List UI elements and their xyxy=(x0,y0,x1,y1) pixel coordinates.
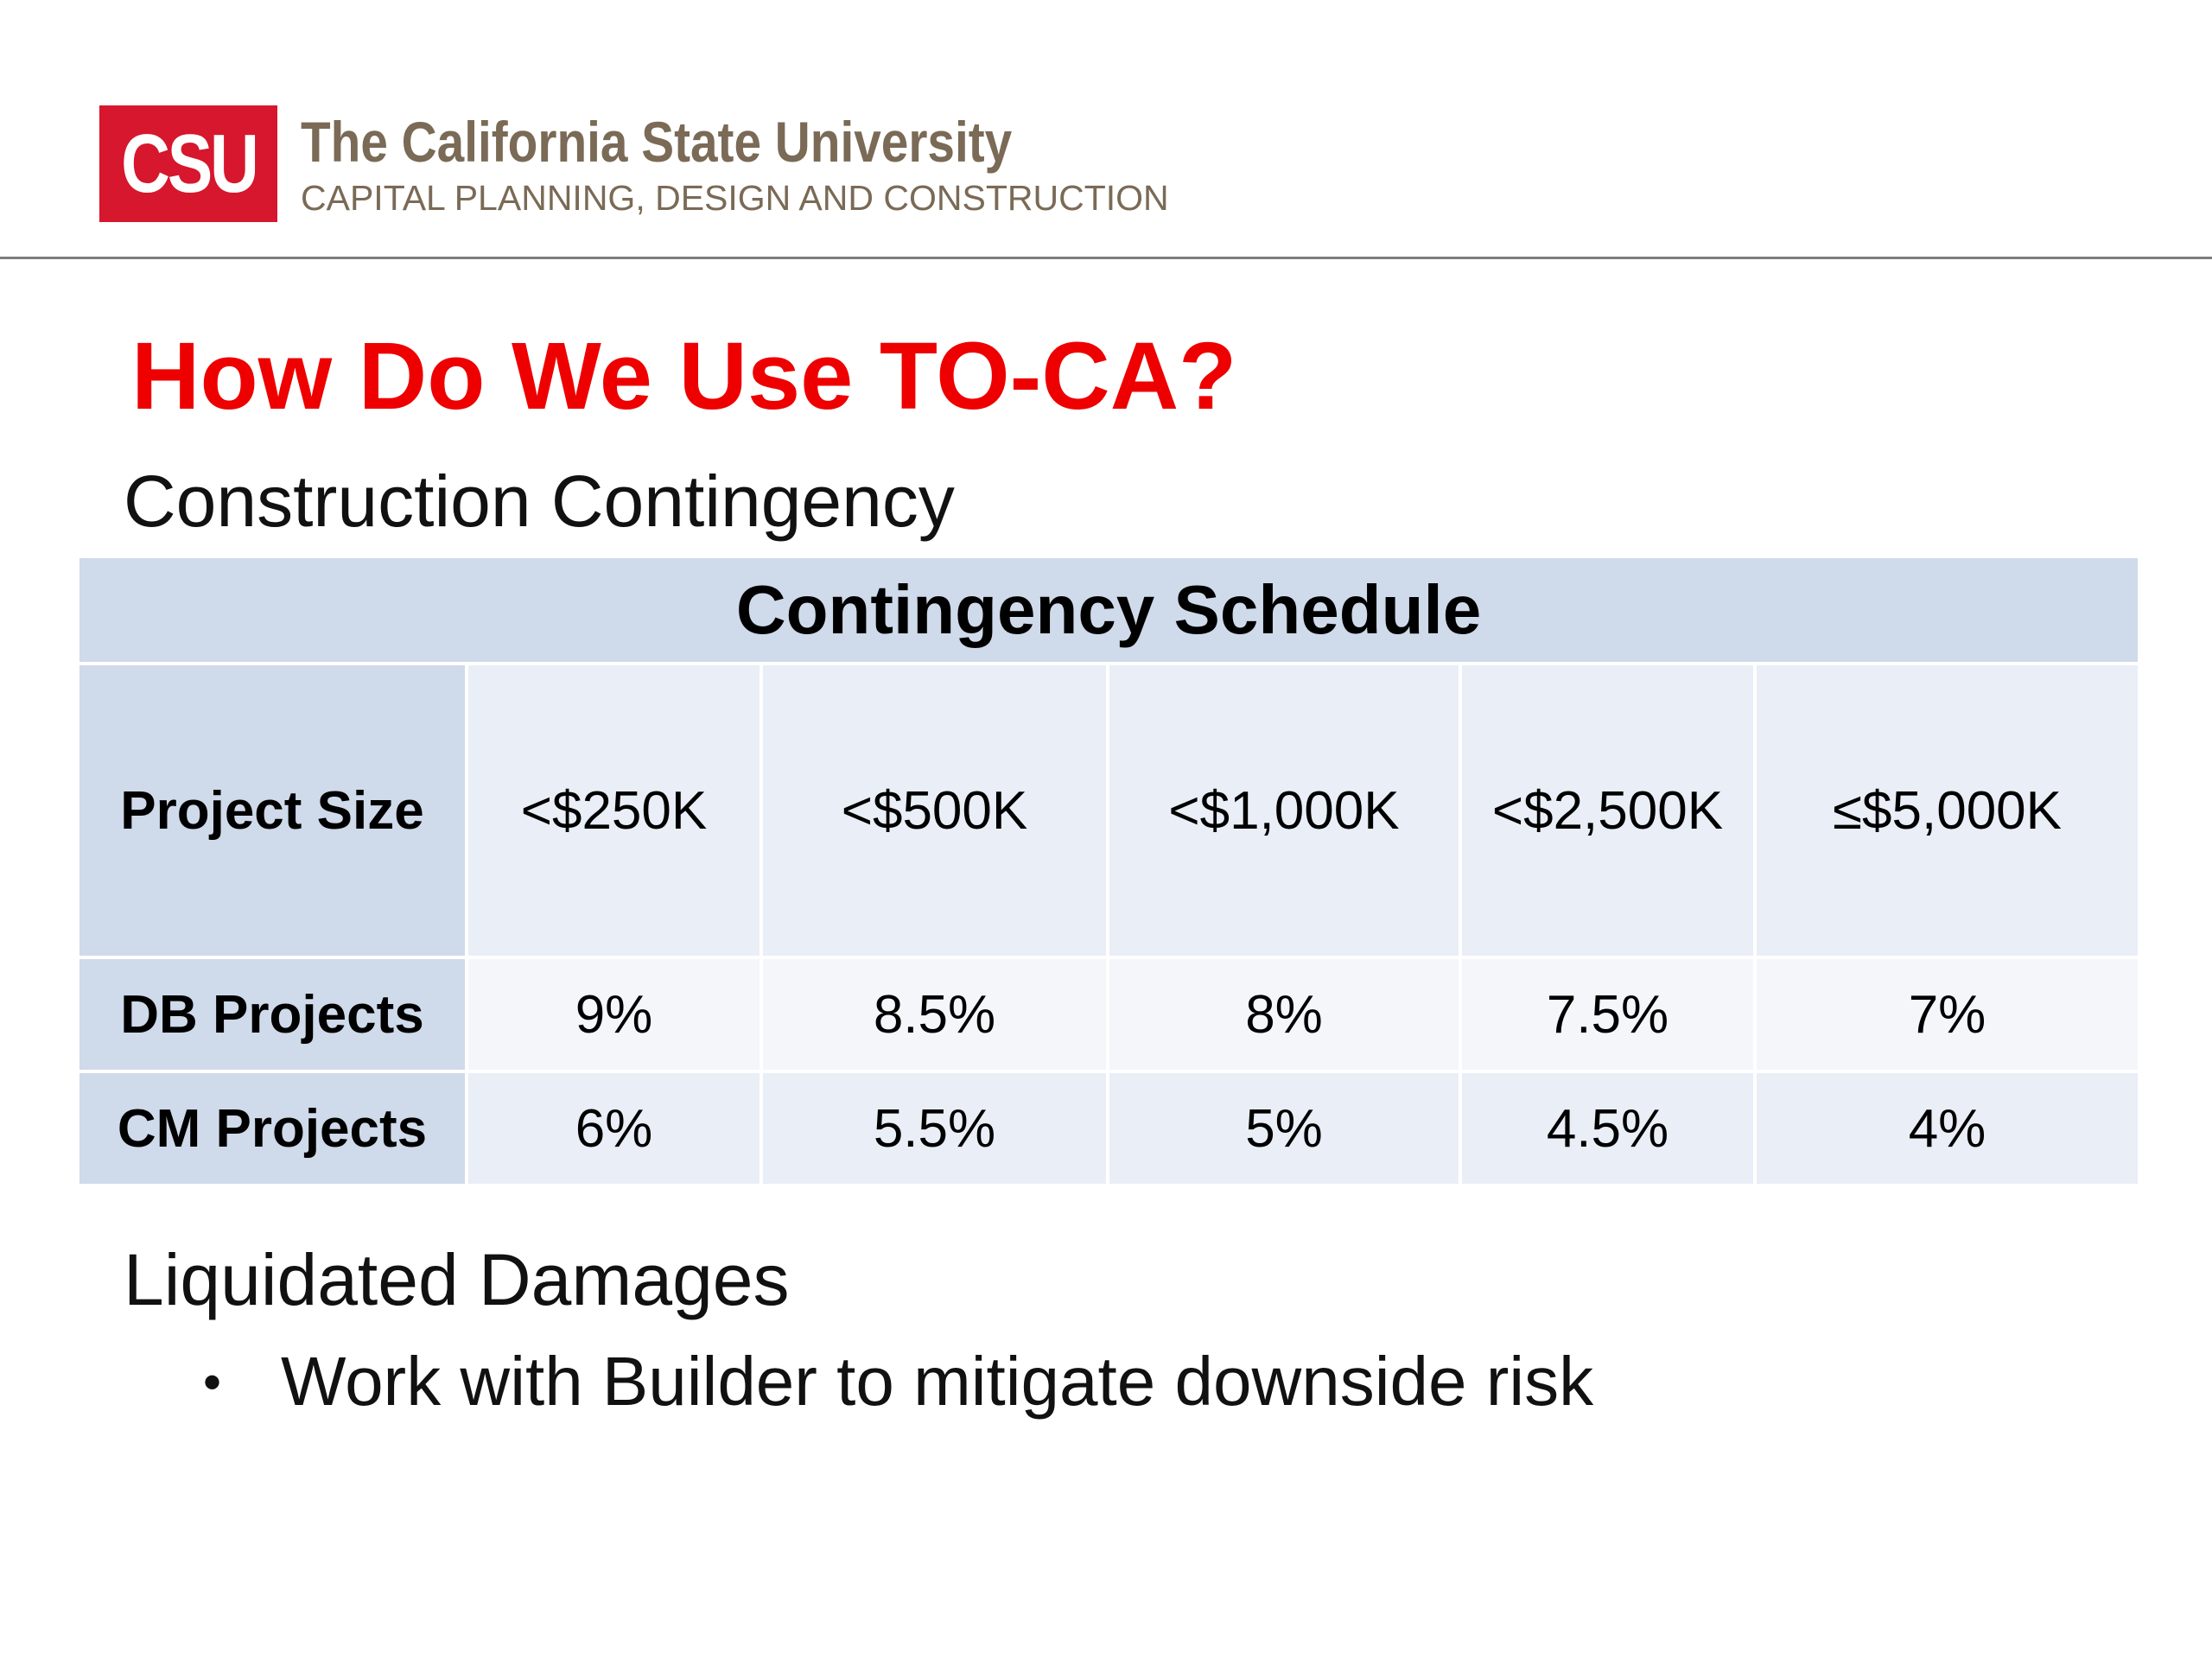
section-heading-liquidated-damages: Liquidated Damages xyxy=(124,1239,790,1320)
table-cell: 7% xyxy=(1757,959,2139,1070)
university-name: The California State University xyxy=(301,110,1013,174)
logo-text: CSU xyxy=(120,117,259,210)
table-cell: <$1,000K xyxy=(1109,665,1459,956)
row-header: Project Size xyxy=(79,665,465,956)
contingency-schedule-table: Contingency Schedule Project Size <$250K… xyxy=(76,555,2141,1187)
table-cell: 5% xyxy=(1109,1073,1459,1184)
table-row-cm-projects: CM Projects 6% 5.5% 5% 4.5% 4% xyxy=(79,1073,2139,1184)
row-header: CM Projects xyxy=(79,1073,465,1184)
slide-title: How Do We Use TO-CA? xyxy=(131,323,1237,429)
table-cell: 7.5% xyxy=(1462,959,1753,1070)
table-cell: <$500K xyxy=(763,665,1106,956)
table-caption: Contingency Schedule xyxy=(79,558,2139,662)
row-header: DB Projects xyxy=(79,959,465,1070)
bullet-icon: • xyxy=(203,1352,222,1411)
table-cell: 9% xyxy=(468,959,760,1070)
table-cell: <$250K xyxy=(468,665,760,956)
section-heading-contingency: Construction Contingency xyxy=(124,461,955,542)
table-cell: ≤$5,000K xyxy=(1757,665,2139,956)
table-cell: 4% xyxy=(1757,1073,2139,1184)
table-cell: 5.5% xyxy=(763,1073,1106,1184)
bullet-item: • Work with Builder to mitigate downside… xyxy=(203,1342,1593,1421)
department-name: CAPITAL PLANNING, DESIGN AND CONSTRUCTIO… xyxy=(301,178,1169,218)
table-row-project-size: Project Size <$250K <$500K <$1,000K <$2,… xyxy=(79,665,2139,956)
table-cell: 8% xyxy=(1109,959,1459,1070)
table-cell: 4.5% xyxy=(1462,1073,1753,1184)
csu-logo: CSU xyxy=(99,105,277,222)
table-cell: 8.5% xyxy=(763,959,1106,1070)
table-cell: <$2,500K xyxy=(1462,665,1753,956)
table-row-db-projects: DB Projects 9% 8.5% 8% 7.5% 7% xyxy=(79,959,2139,1070)
table-cell: 6% xyxy=(468,1073,760,1184)
bullet-text: Work with Builder to mitigate downside r… xyxy=(281,1343,1594,1420)
header-divider xyxy=(0,257,2212,259)
